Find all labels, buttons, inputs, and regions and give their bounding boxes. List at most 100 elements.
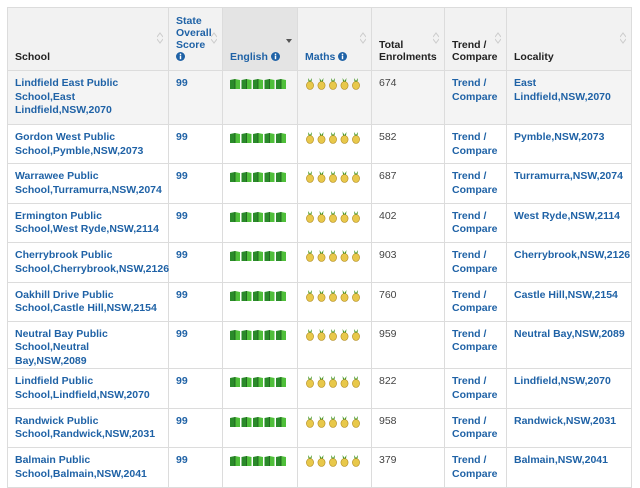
trend-compare-link: Trend / Compare xyxy=(444,242,507,283)
book-icon xyxy=(264,133,275,143)
book-icon xyxy=(230,290,240,301)
book-icon xyxy=(241,172,252,183)
english-cell xyxy=(222,281,298,322)
book-icon xyxy=(264,456,275,467)
locality-text[interactable]: East Lindfield,NSW,2070 xyxy=(514,77,611,103)
header-school[interactable]: School xyxy=(7,7,169,71)
school-name-text[interactable]: Balmain Public School,Balmain,NSW,2041 xyxy=(15,454,147,480)
locality-text[interactable]: Balmain,NSW,2041 xyxy=(514,454,608,467)
trend-compare-link-text[interactable]: Trend / Compare xyxy=(452,414,498,441)
pineapple-icon xyxy=(352,289,360,302)
sort-icon xyxy=(360,32,366,44)
book-icon xyxy=(241,211,252,222)
pineapple-icon xyxy=(340,210,349,223)
info-icon[interactable] xyxy=(270,52,280,61)
maths-cell xyxy=(297,163,372,204)
enrolments: 402 xyxy=(371,202,445,244)
locality-text[interactable]: Pymble,NSW,2073 xyxy=(514,131,605,143)
book-icon xyxy=(264,251,275,262)
book-icons xyxy=(230,172,286,183)
trend-compare-link-text[interactable]: Trend / Compare xyxy=(452,131,498,157)
trend-compare-link-text[interactable]: Trend / Compare xyxy=(452,375,498,401)
school-name-text[interactable]: Randwick Public School,Randwick,NSW,2031 xyxy=(15,414,156,441)
school-name: Balmain Public School,Balmain,NSW,2041 xyxy=(7,447,169,488)
locality-text[interactable]: Randwick,NSW,2031 xyxy=(514,414,617,427)
pineapple-icon xyxy=(340,328,349,341)
trend-compare-link-text[interactable]: Trend / Compare xyxy=(452,77,498,103)
english-cell xyxy=(222,70,298,125)
header-text: English xyxy=(230,51,268,63)
header-maths[interactable]: Maths xyxy=(297,7,372,71)
school-name-text[interactable]: Lindfield Public School,Lindfield,NSW,20… xyxy=(15,375,150,401)
school-name-text[interactable]: Lindfield East Public School,East Lindfi… xyxy=(15,77,119,116)
locality-text[interactable]: Neutral Bay,NSW,2089 xyxy=(514,327,625,340)
header-trend[interactable]: Trend / Compare xyxy=(444,7,507,71)
book-icon xyxy=(253,251,263,262)
table-row: Randwick Public School,Randwick,NSW,2031… xyxy=(7,407,632,449)
header-english[interactable]: English xyxy=(222,7,298,71)
trend-compare-link-text[interactable]: Trend / Compare xyxy=(452,249,498,275)
school-name-text[interactable]: Cherrybrook Public School,Cherrybrook,NS… xyxy=(15,249,170,275)
maths-cell xyxy=(297,320,372,370)
locality-text[interactable]: Castle Hill,NSW,2154 xyxy=(514,288,618,301)
overall-score-text: 99 xyxy=(176,454,188,467)
overall-score: 99 xyxy=(168,320,223,370)
pineapple-icons xyxy=(306,78,360,90)
enrolments-text: 958 xyxy=(379,414,397,427)
english-cell xyxy=(222,407,298,449)
enrolments: 760 xyxy=(371,281,445,322)
school-name: Cherrybrook Public School,Cherrybrook,NS… xyxy=(7,242,170,283)
pineapple-icon xyxy=(329,210,337,223)
locality-text[interactable]: West Ryde,NSW,2114 xyxy=(514,209,621,222)
book-icons xyxy=(230,251,286,262)
trend-compare-link-text[interactable]: Trend / Compare xyxy=(452,327,498,354)
enrolments-text: 402 xyxy=(379,209,397,222)
header-text: State Overall Score xyxy=(176,15,212,51)
school-name-text[interactable]: Neutral Bay Public School,Neutral Bay,NS… xyxy=(15,327,108,367)
locality: Cherrybrook,NSW,2126 xyxy=(506,242,632,283)
header-locality[interactable]: Locality xyxy=(506,7,632,71)
header-text: School xyxy=(15,51,51,63)
locality-text[interactable]: Lindfield,NSW,2070 xyxy=(514,375,611,388)
trend-compare-link-text[interactable]: Trend / Compare xyxy=(452,170,498,196)
header-score[interactable]: State Overall Score xyxy=(168,7,223,71)
book-icons xyxy=(230,456,286,467)
book-icon xyxy=(241,416,252,427)
trend-compare-link: Trend / Compare xyxy=(444,407,507,449)
book-icon xyxy=(276,377,286,388)
school-name-text[interactable]: Warrawee Public School,Turramurra,NSW,20… xyxy=(15,170,162,196)
header-text: Trend / Compare xyxy=(452,39,498,63)
pineapple-icons xyxy=(306,250,360,262)
locality-text[interactable]: Turramurra,NSW,2074 xyxy=(514,170,623,183)
schools-table-wrap: School State Overall Score English Maths… xyxy=(7,7,632,488)
pineapple-icon xyxy=(317,78,326,90)
pineapple-icon xyxy=(352,455,360,468)
table-row: Lindfield East Public School,East Lindfi… xyxy=(7,70,632,125)
enrolments-text: 582 xyxy=(379,131,397,143)
maths-cell xyxy=(297,242,372,283)
book-icon xyxy=(264,172,275,183)
trend-compare-link-text[interactable]: Trend / Compare xyxy=(452,209,498,236)
enrolments: 379 xyxy=(371,447,445,488)
pineapple-icons xyxy=(306,289,360,302)
book-icon xyxy=(276,416,286,427)
pineapple-icon xyxy=(329,78,337,90)
trend-compare-link-text[interactable]: Trend / Compare xyxy=(452,454,498,480)
school-name-text[interactable]: Oakhill Drive Public School,Castle Hill,… xyxy=(15,288,157,315)
pineapple-icon xyxy=(352,210,360,223)
info-icon[interactable] xyxy=(176,52,185,61)
header-enrolments[interactable]: Total Enrolments xyxy=(371,7,445,71)
book-icon xyxy=(241,290,252,301)
school-name-text[interactable]: Gordon West Public School,Pymble,NSW,207… xyxy=(15,131,144,157)
book-icon xyxy=(253,79,263,89)
locality-text[interactable]: Cherrybrook,NSW,2126 xyxy=(514,249,631,262)
overall-score-text: 99 xyxy=(176,249,188,262)
trend-compare-link: Trend / Compare xyxy=(444,447,507,488)
trend-compare-link-text[interactable]: Trend / Compare xyxy=(452,288,498,315)
book-icon xyxy=(253,329,263,340)
school-name-text[interactable]: Ermington Public School,West Ryde,NSW,21… xyxy=(15,209,159,236)
info-icon[interactable] xyxy=(338,52,348,61)
enrolments: 958 xyxy=(371,407,445,449)
trend-compare-link: Trend / Compare xyxy=(444,202,507,244)
